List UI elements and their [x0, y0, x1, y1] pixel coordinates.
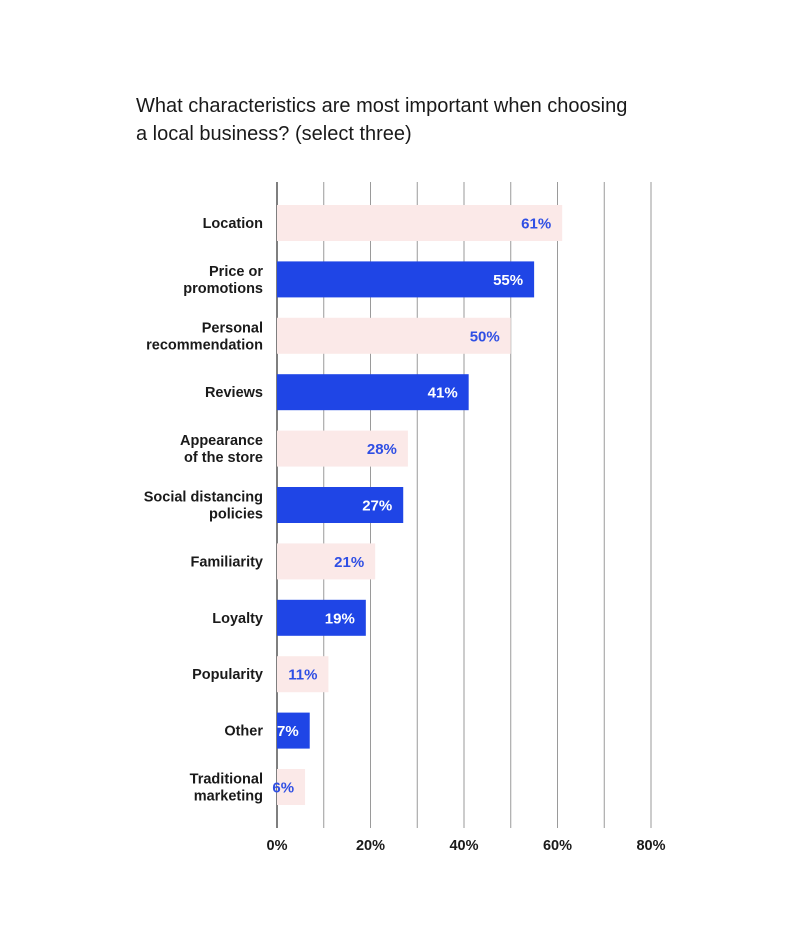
value-label: 55% — [493, 272, 523, 289]
bar — [277, 769, 306, 805]
category-label-line: Other — [224, 724, 263, 740]
bar — [277, 656, 329, 693]
bar — [277, 374, 469, 411]
category-label-line: Familiarity — [190, 554, 263, 570]
category-label: Social distancing policies — [144, 490, 263, 523]
value-label: 19% — [325, 610, 355, 627]
category-label-line: promotions — [183, 281, 263, 297]
category-label-line: Reviews — [205, 385, 263, 401]
value-label: 27% — [362, 498, 392, 515]
chart-title-line-2: a local business? (select three) — [136, 123, 412, 145]
category-label: Popularity — [192, 667, 263, 683]
category-labels: Location Price or promotions Personal recomm… — [144, 216, 264, 805]
chart-title-line-1: What characteristics are most important … — [136, 95, 628, 117]
category-label-line: policies — [209, 507, 263, 523]
x-tick-label: 0% — [267, 838, 288, 854]
x-tick-label: 80% — [636, 838, 665, 854]
bar — [277, 599, 366, 636]
category-label-line: Personal — [202, 320, 263, 336]
category-label-line: marketing — [194, 789, 263, 805]
chart-title: What characteristics are most important … — [136, 92, 736, 148]
category-label: Loyalty — [212, 611, 263, 627]
bar — [277, 205, 563, 241]
category-label-line: of the store — [184, 450, 263, 466]
value-label: 7% — [277, 723, 299, 740]
category-label-line: Loyalty — [212, 611, 263, 627]
value-label: 21% — [334, 554, 364, 571]
category-label-line: Traditional — [190, 772, 263, 788]
category-label: Traditional marketing — [190, 772, 263, 805]
value-label: 28% — [367, 441, 397, 458]
category-label-line: Social distancing — [144, 490, 263, 506]
category-label: Price or promotions — [183, 264, 263, 297]
value-label: 41% — [428, 385, 458, 402]
bar — [277, 712, 310, 749]
bar — [277, 543, 376, 580]
x-tick-label: 60% — [543, 838, 572, 854]
bar — [277, 487, 404, 523]
category-label-line: Price or — [209, 264, 263, 280]
value-label: 6% — [272, 780, 294, 797]
x-tick-label: 40% — [449, 838, 478, 854]
category-label-line: recommendation — [146, 337, 263, 353]
value-label: 11% — [288, 667, 317, 684]
value-label: 61% — [521, 216, 551, 233]
category-label-line: Popularity — [192, 667, 263, 683]
category-label-line: Appearance — [180, 433, 263, 449]
x-axis-ticks: 0% 20% 40% 60% 80% — [267, 838, 666, 854]
bar — [277, 430, 408, 467]
category-label: Familiarity — [190, 554, 263, 570]
category-label: Reviews — [205, 385, 263, 401]
category-label: Personal recommendation — [146, 320, 263, 353]
bar — [277, 317, 511, 354]
bar — [277, 261, 535, 298]
value-label: 50% — [470, 328, 500, 345]
category-label: Appearance of the store — [180, 433, 263, 466]
category-label-line: Location — [203, 216, 263, 232]
x-tick-label: 20% — [356, 838, 385, 854]
category-label: Location — [203, 216, 263, 232]
bars: 61% 55% 50% 41% 28% 27% 21% 19% 11% 7% 6% — [272, 205, 563, 805]
category-label: Other — [224, 724, 263, 740]
